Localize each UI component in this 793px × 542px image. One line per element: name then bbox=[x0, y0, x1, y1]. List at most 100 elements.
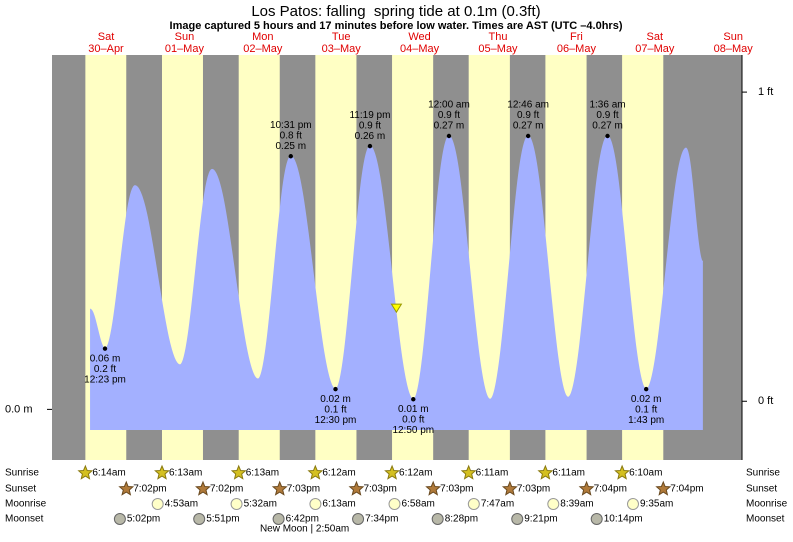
almanac-time: 7:04pm bbox=[594, 484, 627, 495]
day-weekday: Mon bbox=[252, 31, 273, 43]
almanac-time: 7:34pm bbox=[365, 514, 398, 525]
sunset-icon bbox=[501, 480, 518, 496]
day-date: 07–May bbox=[635, 43, 675, 55]
extreme-dot bbox=[446, 133, 452, 139]
extreme-dot bbox=[367, 143, 373, 149]
extreme-dot bbox=[102, 346, 108, 351]
y2-tick-label: 1 ft bbox=[758, 86, 773, 98]
day-date: 02–May bbox=[243, 43, 283, 55]
extreme-label: 12:00 am bbox=[428, 100, 470, 111]
moonrise-icon bbox=[626, 498, 639, 510]
almanac-time: 7:47am bbox=[481, 499, 514, 510]
extreme-dot bbox=[605, 133, 610, 139]
almanac-time: 8:39am bbox=[560, 499, 593, 510]
moonset-icon bbox=[272, 513, 285, 525]
almanac-time: 6:13am bbox=[322, 499, 355, 510]
extreme-label: 0.8 ft bbox=[280, 130, 302, 141]
extreme-label: 1:36 am bbox=[589, 100, 625, 111]
day-weekday: Thu bbox=[489, 31, 508, 43]
almanac-time: 6:58am bbox=[402, 499, 435, 510]
almanac-time: 6:11am bbox=[476, 468, 509, 479]
sunrise-icon bbox=[537, 464, 554, 480]
almanac-time: 5:32am bbox=[244, 499, 277, 510]
almanac-time: 6:42pm bbox=[286, 514, 319, 525]
extreme-label: 11:19 pm bbox=[349, 110, 390, 121]
day-date: 08–May bbox=[714, 43, 754, 55]
sunrise-icon bbox=[230, 464, 247, 480]
almanac-time: 7:04pm bbox=[670, 484, 703, 495]
extreme-label: 0.27 m bbox=[592, 121, 623, 132]
sunrise-icon bbox=[460, 464, 477, 480]
almanac-row-label: Moonset bbox=[746, 514, 785, 525]
y-tick-label: 0.0 m bbox=[5, 403, 33, 415]
extreme-label: 0.06 m bbox=[90, 353, 121, 364]
extreme-label: 0.9 ft bbox=[359, 120, 381, 131]
moonrise-icon bbox=[547, 498, 560, 510]
sunset-icon bbox=[271, 480, 288, 496]
almanac-row-label: Moonset bbox=[5, 514, 44, 525]
almanac-time: 6:14am bbox=[92, 468, 125, 479]
day-date: 04–May bbox=[400, 43, 440, 55]
almanac-row-label: Sunrise bbox=[746, 468, 780, 479]
almanac-time: 7:02pm bbox=[133, 484, 166, 495]
almanac-time: 7:02pm bbox=[210, 484, 243, 495]
day-weekday: Sat bbox=[647, 31, 664, 43]
chart-title: Los Patos: falling spring tide at 0.1m (… bbox=[251, 3, 540, 20]
almanac-row-label: Sunset bbox=[746, 484, 777, 495]
almanac-row-label: Moonrise bbox=[746, 499, 788, 510]
extreme-label: 12:50 pm bbox=[392, 425, 434, 436]
chart-subtitle: Image captured 5 hours and 17 minutes be… bbox=[170, 20, 623, 32]
day-weekday: Wed bbox=[408, 31, 430, 43]
sunset-icon bbox=[195, 480, 211, 496]
almanac-time: 6:10am bbox=[629, 468, 662, 479]
almanac-row-label: Sunrise bbox=[5, 468, 39, 479]
sunrise-icon bbox=[307, 464, 324, 480]
extreme-label: 0.9 ft bbox=[517, 110, 539, 121]
current-level-marker bbox=[390, 303, 403, 314]
day-weekday: Sun bbox=[175, 31, 195, 43]
extreme-dot bbox=[288, 154, 293, 159]
extreme-label: 10:31 pm bbox=[270, 120, 312, 131]
almanac-time: 7:03pm bbox=[517, 484, 550, 495]
almanac-time: 5:02pm bbox=[127, 514, 160, 525]
extreme-label: 0.9 ft bbox=[596, 110, 618, 121]
day-date: 06–May bbox=[557, 43, 597, 55]
sunset-icon bbox=[348, 480, 365, 496]
extreme-label: 0.02 m bbox=[631, 394, 662, 405]
moonrise-icon bbox=[230, 498, 243, 510]
day-weekday: Tue bbox=[332, 31, 351, 43]
moonset-icon bbox=[113, 513, 126, 525]
extreme-label: 0.26 m bbox=[355, 131, 386, 142]
moonrise-icon bbox=[467, 498, 480, 510]
almanac-time: 6:13am bbox=[246, 468, 279, 479]
moonrise-icon bbox=[309, 498, 322, 510]
day-date: 30–Apr bbox=[88, 43, 124, 55]
moonrise-icon bbox=[388, 498, 401, 510]
moonrise-icon bbox=[151, 498, 164, 510]
almanac-row-label: Sunset bbox=[5, 484, 36, 495]
extreme-label: 0.2 ft bbox=[94, 364, 116, 375]
day-date: 03–May bbox=[322, 43, 362, 55]
almanac-time: 7:03pm bbox=[440, 484, 473, 495]
extreme-label: 0.25 m bbox=[276, 141, 307, 152]
sunrise-icon bbox=[154, 464, 170, 480]
extreme-label: 12:46 am bbox=[507, 100, 549, 111]
day-date: 05–May bbox=[478, 43, 518, 55]
moon-phase: New Moon | 2:50am bbox=[260, 524, 349, 535]
extreme-dot bbox=[643, 386, 649, 392]
day-weekday: Sat bbox=[98, 31, 115, 43]
extreme-label: 12:30 pm bbox=[315, 415, 357, 426]
sunset-icon bbox=[425, 480, 442, 496]
extreme-dot bbox=[333, 386, 338, 392]
almanac-time: 7:03pm bbox=[287, 484, 320, 495]
day-weekday: Fri bbox=[570, 31, 583, 43]
day-weekday: Sun bbox=[723, 31, 743, 43]
extreme-label: 12:23 pm bbox=[84, 374, 126, 385]
extreme-label: 0.02 m bbox=[320, 394, 351, 405]
day-date: 01–May bbox=[165, 43, 205, 55]
sunrise-icon bbox=[614, 464, 631, 480]
almanac-row-label: Moonrise bbox=[5, 499, 47, 510]
extreme-label: 0.01 m bbox=[398, 404, 429, 415]
sunset-icon bbox=[578, 480, 595, 496]
tide-area-fill bbox=[90, 136, 703, 430]
